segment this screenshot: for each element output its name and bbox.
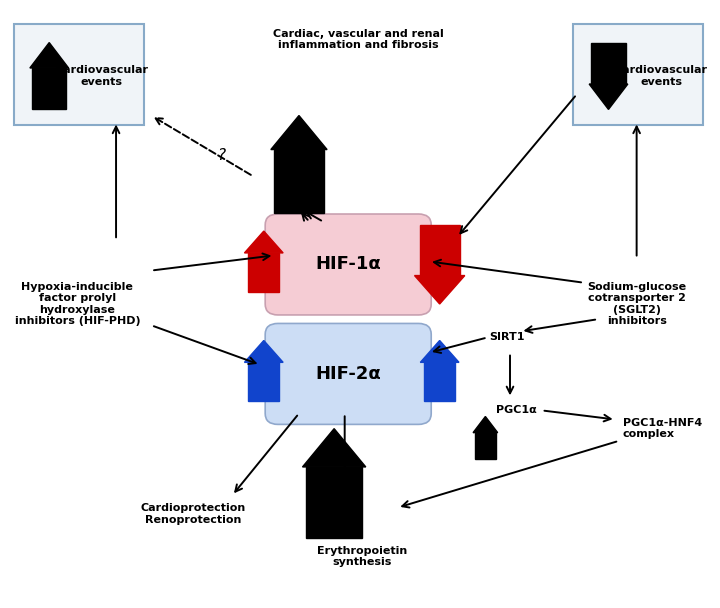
Polygon shape — [306, 467, 362, 538]
FancyBboxPatch shape — [265, 323, 431, 424]
Polygon shape — [244, 231, 283, 253]
Polygon shape — [32, 68, 66, 109]
Polygon shape — [420, 340, 459, 362]
Polygon shape — [248, 362, 279, 401]
Text: Cardiovascular
events: Cardiovascular events — [55, 65, 148, 87]
Polygon shape — [248, 253, 279, 292]
FancyBboxPatch shape — [265, 214, 431, 315]
FancyBboxPatch shape — [573, 24, 703, 125]
Polygon shape — [271, 116, 327, 150]
Polygon shape — [244, 340, 283, 362]
Text: HIF-2α: HIF-2α — [315, 365, 381, 383]
Text: Erythropoietin
synthesis: Erythropoietin synthesis — [317, 545, 408, 567]
Text: Cardiovascular
events: Cardiovascular events — [615, 65, 708, 87]
Polygon shape — [274, 150, 324, 213]
Text: PGC1α-HNF4
complex: PGC1α-HNF4 complex — [623, 418, 702, 440]
Text: SIRT1: SIRT1 — [489, 333, 524, 342]
Polygon shape — [415, 275, 465, 304]
Text: Cardioprotection
Renoprotection: Cardioprotection Renoprotection — [141, 503, 246, 525]
Polygon shape — [589, 84, 628, 109]
Polygon shape — [474, 433, 496, 459]
FancyBboxPatch shape — [14, 24, 144, 125]
Polygon shape — [420, 225, 460, 275]
Polygon shape — [591, 43, 626, 84]
Text: Sodium-glucose
cotransporter 2
(SGLT2)
inhibitors: Sodium-glucose cotransporter 2 (SGLT2) i… — [587, 282, 686, 326]
Text: ?: ? — [217, 148, 225, 162]
Polygon shape — [30, 43, 68, 68]
Polygon shape — [473, 416, 498, 433]
Text: HIF-1α: HIF-1α — [315, 255, 381, 274]
Text: PGC1α: PGC1α — [496, 406, 536, 415]
Text: Hypoxia-inducible
factor prolyl
hydroxylase
inhibitors (HIF-PHD): Hypoxia-inducible factor prolyl hydroxyl… — [14, 282, 140, 326]
Polygon shape — [424, 362, 455, 401]
Text: Cardiac, vascular and renal
inflammation and fibrosis: Cardiac, vascular and renal inflammation… — [274, 29, 444, 50]
Polygon shape — [302, 429, 366, 467]
